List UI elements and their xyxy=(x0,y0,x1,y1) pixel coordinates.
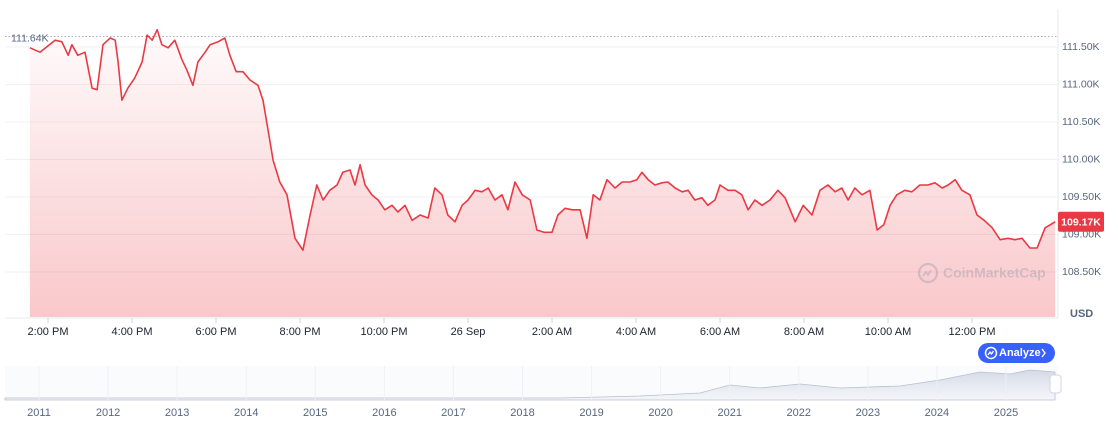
x-axis: 2:00 PM 4:00 PM 6:00 PM 8:00 PM 10:00 PM 26 S… xyxy=(28,318,996,338)
y-tick-label: 111.50K xyxy=(1062,41,1100,53)
y-axis: 108.50K109.00K109.50K110.00K110.50K111.0… xyxy=(1062,41,1101,278)
price-tag xyxy=(1058,211,1104,232)
price-area xyxy=(29,29,1056,317)
y-unit: USD xyxy=(1070,308,1093,320)
navigator-year: 2020 xyxy=(648,407,672,419)
x-tick-label: 8:00 PM xyxy=(280,326,321,338)
x-tick-label: 4:00 AM xyxy=(616,326,656,338)
navigator-year: 2017 xyxy=(441,407,465,419)
x-tick-label: 10:00 AM xyxy=(865,326,911,338)
navigator-years: 2011 2012 2013 2014 2015 2016 2017 2018 2019 2020… xyxy=(27,366,1018,419)
high-label: 111.64K xyxy=(11,32,49,44)
price-line xyxy=(29,28,1056,251)
watermark: CoinMarketCap xyxy=(917,262,1046,284)
navigator-handle[interactable] xyxy=(1049,374,1062,394)
button-bg[interactable] xyxy=(978,343,1055,363)
button-icon xyxy=(984,346,998,360)
navigator-year: 2025 xyxy=(994,407,1018,419)
x-tick-label: 4:00 PM xyxy=(112,326,153,338)
x-tick-label: 10:00 PM xyxy=(360,326,407,338)
button-label[interactable]: Analyze xyxy=(999,347,1041,359)
navigator-year: 2019 xyxy=(579,407,603,419)
navigator-year: 2023 xyxy=(856,407,880,419)
navigator-year: 2018 xyxy=(510,407,534,419)
watermark-logo xyxy=(917,262,939,284)
navigator: 2011 2012 2013 2014 2015 2016 2017 2018 2019 2020… xyxy=(4,366,1062,419)
y-tick-label: 110.00K xyxy=(1062,153,1100,165)
navigator-area xyxy=(4,369,1056,401)
y-tick-label: 111.00K xyxy=(1062,78,1100,90)
navigator-year: 2013 xyxy=(165,407,189,419)
x-tick-label: 2:00 PM xyxy=(28,326,69,338)
watermark-logo xyxy=(922,269,932,277)
x-tick-label: 2:00 AM xyxy=(532,326,572,338)
x-tick-label: 8:00 AM xyxy=(784,326,824,338)
analyze-button[interactable]: Analyze xyxy=(978,343,1055,363)
navigator-year: 2015 xyxy=(303,407,327,419)
price-tag-label: 109.17K xyxy=(1061,217,1101,229)
plot-area: 111.64K xyxy=(5,28,1058,317)
navigator-year: 2016 xyxy=(372,407,396,419)
navigator-year: 2014 xyxy=(234,407,258,419)
watermark-text: CoinMarketCap xyxy=(943,265,1046,281)
y-tick-label: 109.50K xyxy=(1062,191,1101,203)
x-tick-label: 6:00 PM xyxy=(196,326,237,338)
y-tick-label: 108.50K xyxy=(1062,266,1101,278)
navigator-year: 2021 xyxy=(717,407,741,419)
x-tick-label: 12:00 PM xyxy=(948,326,995,338)
navigator-year: 2024 xyxy=(925,407,949,419)
x-tick-label: 6:00 AM xyxy=(700,326,740,338)
button-chevron xyxy=(1041,348,1046,358)
navigator-year: 2012 xyxy=(96,407,120,419)
navigator-year: 2022 xyxy=(787,407,811,419)
button-icon xyxy=(987,350,995,356)
navigator-year: 2011 xyxy=(27,407,51,419)
x-tick-label: 26 Sep xyxy=(451,326,486,338)
y-tick-label: 110.50K xyxy=(1062,116,1100,128)
